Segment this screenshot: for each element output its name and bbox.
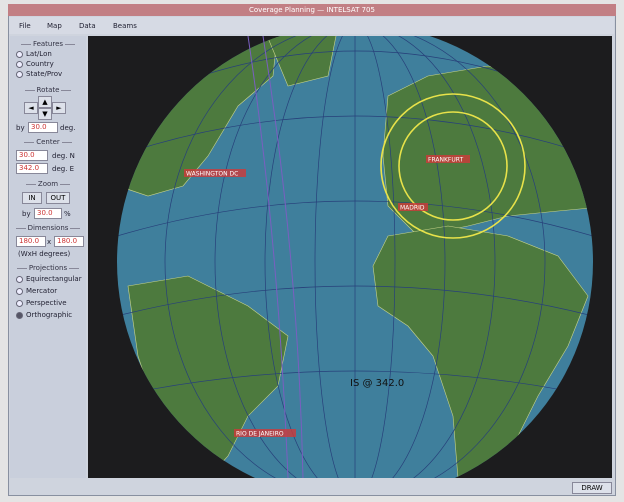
zoom-out[interactable]: OUT <box>46 192 70 204</box>
label-box <box>426 155 470 163</box>
label: (WxH degrees) <box>18 250 71 258</box>
menu-bar: File Map Data Beams <box>9 17 614 34</box>
coverage-beam <box>380 93 526 239</box>
text-field[interactable]: 30.0 <box>34 208 62 219</box>
contour <box>247 36 289 478</box>
label: by <box>22 210 31 218</box>
label: deg. N <box>52 152 75 160</box>
map-label: WASHINGTON DC <box>186 171 238 178</box>
label-box <box>234 429 296 437</box>
menu-item[interactable]: Map <box>47 22 62 30</box>
rotate-right[interactable]: ► <box>52 102 66 114</box>
menu-item[interactable]: File <box>19 22 31 30</box>
checkbox[interactable] <box>16 61 23 68</box>
radio[interactable] <box>16 276 23 283</box>
group-heading: Rotate <box>12 86 84 94</box>
group-heading: Projections <box>12 264 84 272</box>
group-heading: Dimensions <box>12 224 84 232</box>
option: Lat/Lon <box>26 50 52 58</box>
text-field[interactable]: 30.0 <box>28 122 58 133</box>
map-label: MADRID <box>400 205 425 212</box>
rotate-left[interactable]: ◄ <box>24 102 38 114</box>
option: Country <box>26 60 54 68</box>
label-box <box>184 169 246 177</box>
label: deg. <box>60 124 76 132</box>
satellite-label: IS @ 342.0 <box>350 378 404 389</box>
map-label: FRANKFURT <box>428 157 463 164</box>
label: by <box>16 124 25 132</box>
zoom-in[interactable]: IN <box>22 192 42 204</box>
option: Equirectangular <box>26 275 82 283</box>
text-field[interactable]: 30.0 <box>16 150 48 161</box>
menu-item[interactable]: Data <box>79 22 96 30</box>
menu-item[interactable]: Beams <box>113 22 137 30</box>
label: deg. E <box>52 165 75 173</box>
draw-button[interactable]: DRAW <box>572 482 612 494</box>
radio[interactable] <box>16 288 23 295</box>
text-field[interactable]: 342.0 <box>16 163 48 174</box>
rotate-up[interactable]: ▲ <box>38 96 52 108</box>
radio[interactable] <box>16 300 23 307</box>
option: State/Prov <box>26 70 63 78</box>
option: Mercator <box>26 287 58 295</box>
map: WASHINGTON DC FRANKFURT MADRID RIO DE JA… <box>88 36 612 478</box>
group-heading: Zoom <box>12 180 84 188</box>
checkbox[interactable] <box>16 51 23 58</box>
option: Perspective <box>26 299 67 307</box>
group-heading: Center <box>12 138 84 146</box>
map-label: RIO DE JANEIRO <box>236 431 284 438</box>
rotate-down[interactable]: ▼ <box>38 108 52 120</box>
label: x <box>47 238 52 246</box>
option: Orthographic <box>26 311 73 319</box>
checkbox[interactable] <box>16 71 23 78</box>
title-bar: Coverage Planning — INTELSAT 705 <box>8 4 616 16</box>
radio[interactable] <box>16 312 23 319</box>
text-field[interactable]: 180.0 <box>16 236 46 247</box>
label-box <box>398 203 428 211</box>
graticule <box>117 36 593 478</box>
text-field[interactable]: 180.0 <box>54 236 84 247</box>
label: % <box>64 210 71 218</box>
contour <box>262 36 304 478</box>
group-heading: Features <box>12 40 84 48</box>
